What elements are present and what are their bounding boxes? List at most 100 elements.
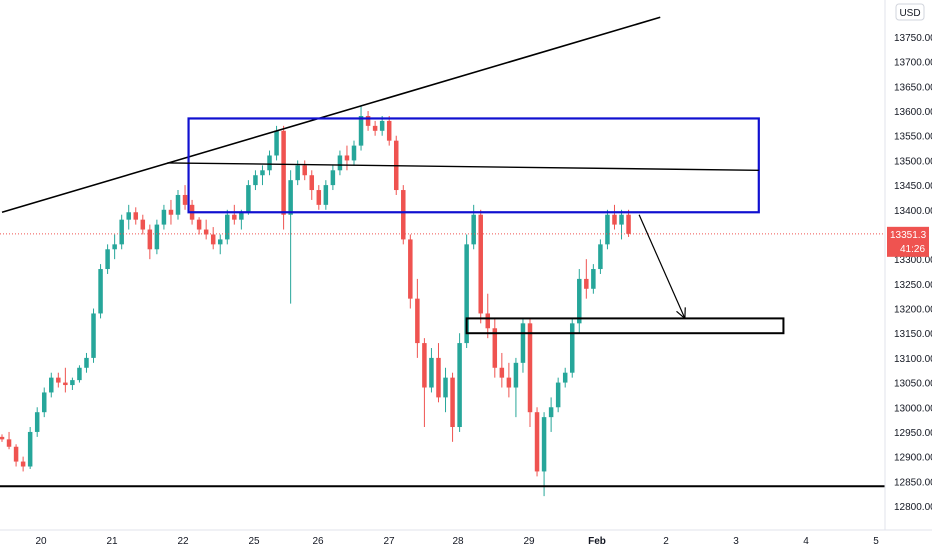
projection-arrow[interactable] xyxy=(638,214,686,319)
support-zone-box[interactable] xyxy=(465,317,785,335)
candle xyxy=(344,145,350,171)
candle xyxy=(309,170,315,200)
candle-body xyxy=(34,412,40,432)
candle xyxy=(605,209,610,250)
time-tick-label: 4 xyxy=(803,536,809,547)
drawings-layer[interactable] xyxy=(0,16,885,488)
candle-body xyxy=(91,313,96,358)
candle xyxy=(569,318,575,378)
candle-body xyxy=(555,382,561,408)
candle xyxy=(499,352,505,388)
candle xyxy=(358,106,364,151)
price-tick-label: 12950.00 xyxy=(894,428,932,439)
candle xyxy=(175,190,181,220)
candle xyxy=(260,165,265,186)
candle xyxy=(619,209,624,240)
candle xyxy=(612,204,617,230)
candle xyxy=(6,431,12,450)
currency-badge[interactable]: USD xyxy=(895,3,925,21)
candle xyxy=(457,333,462,432)
price-axis[interactable]: 12800.00 12850.00 12900.00 12950.00 13000.00… xyxy=(884,0,932,530)
candle xyxy=(34,407,40,437)
candle xyxy=(513,357,519,418)
candle xyxy=(203,219,209,240)
candle xyxy=(225,209,230,245)
candle-body xyxy=(246,185,251,213)
candle-body xyxy=(70,380,75,386)
candle xyxy=(0,434,5,442)
arrow-head xyxy=(676,310,686,319)
price-tick-label: 13550.00 xyxy=(894,132,932,143)
candle-body xyxy=(478,214,483,314)
candle-body xyxy=(41,392,47,413)
time-tick-label: 2 xyxy=(663,536,669,547)
candle xyxy=(126,204,131,230)
candle-body xyxy=(316,190,322,205)
candle-body xyxy=(492,328,498,368)
candle-body xyxy=(408,239,413,299)
candle xyxy=(281,125,286,230)
price-tick-label: 13100.00 xyxy=(894,354,932,365)
candle-body xyxy=(126,212,131,220)
time-axis[interactable]: 20 21 22 25 26 27 28 29 Feb 2 3 4 5 xyxy=(0,529,932,547)
candle-body xyxy=(239,212,244,220)
candle xyxy=(63,367,68,393)
candle-body xyxy=(119,219,124,245)
candle xyxy=(316,185,322,210)
time-tick-label: 28 xyxy=(452,536,464,547)
price-tick-label: 13400.00 xyxy=(894,206,932,217)
price-tick-label: 12850.00 xyxy=(894,477,932,488)
candle xyxy=(577,269,582,334)
price-tick-label: 13050.00 xyxy=(894,379,932,390)
candle-body xyxy=(562,372,568,383)
price-tick-label: 13300.00 xyxy=(894,255,932,266)
candle xyxy=(182,185,188,210)
candle-body xyxy=(253,175,258,186)
price-tick-label: 13750.00 xyxy=(894,33,932,44)
candle-body xyxy=(281,130,286,215)
candle-body xyxy=(450,377,455,428)
candle-body xyxy=(429,357,434,388)
candle xyxy=(77,365,82,383)
time-tick-label: 20 xyxy=(35,536,47,547)
price-tick-label: 13650.00 xyxy=(894,82,932,93)
candle xyxy=(84,352,89,373)
candle-body xyxy=(485,313,491,329)
candle xyxy=(598,239,603,274)
candle-body xyxy=(260,170,265,176)
candle xyxy=(154,219,160,255)
price-tick-label: 13700.00 xyxy=(894,58,932,69)
price-tick-label: 13600.00 xyxy=(894,107,932,118)
candle-body xyxy=(499,367,505,378)
candle xyxy=(422,338,427,428)
candle-body xyxy=(422,343,427,388)
candle-body xyxy=(401,190,406,240)
ascending-trendline[interactable] xyxy=(1,16,661,214)
candle-body xyxy=(302,165,307,176)
candle xyxy=(105,244,110,274)
candle-body xyxy=(161,209,167,225)
candle xyxy=(534,407,540,477)
last-price-value: 13351.3 xyxy=(890,230,927,241)
candle xyxy=(133,207,139,225)
time-tick-label: 21 xyxy=(106,536,118,547)
candle-body xyxy=(63,382,68,386)
candle-body xyxy=(619,214,624,225)
candle xyxy=(408,234,413,309)
time-tick-label: 5 xyxy=(873,536,879,547)
candle xyxy=(112,234,117,260)
resistance-zone-box[interactable] xyxy=(187,117,760,214)
candle-body xyxy=(13,446,19,462)
price-tick-label: 13500.00 xyxy=(894,156,932,167)
candle xyxy=(119,214,124,250)
candle xyxy=(492,318,498,378)
candle-body xyxy=(168,209,174,215)
candle xyxy=(98,264,103,319)
candle xyxy=(196,217,202,235)
candle xyxy=(288,170,293,304)
horizontal-trendline[interactable] xyxy=(167,162,759,171)
candle-body xyxy=(56,377,61,383)
arrow-shaft xyxy=(638,214,686,319)
candle xyxy=(20,456,26,472)
